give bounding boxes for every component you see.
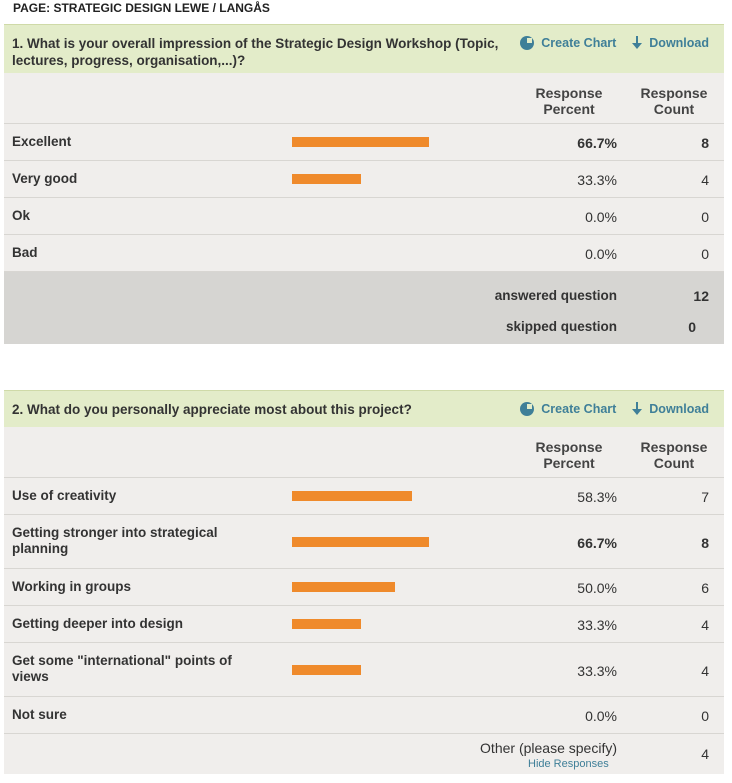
response-count: 7 [701, 489, 709, 505]
column-header-count: Response Count [640, 439, 708, 471]
response-count: 4 [701, 617, 709, 633]
download-arrow-icon[interactable] [631, 36, 642, 50]
response-bar [292, 174, 361, 184]
answer-rows: Use of creativity 58.3% 7 Getting stronger … [4, 478, 724, 734]
table-row: Working in groups 50.0% 6 [4, 569, 724, 606]
download-link[interactable]: Download [649, 401, 709, 416]
response-table: Response Percent Response Count Use of c… [4, 427, 724, 774]
response-bar [292, 582, 395, 592]
table-row: Bad 0.0% 0 [4, 235, 724, 272]
answer-label: Use of creativity [12, 488, 117, 503]
pie-chart-icon[interactable] [519, 35, 534, 50]
answer-label: Bad [12, 245, 38, 260]
skipped-label: skipped question [505, 319, 617, 334]
page-title: PAGE: STRATEGIC DESIGN LEWE / LANGÅS [13, 1, 270, 15]
question-tools: Create Chart Download [519, 401, 709, 416]
response-count: 6 [701, 580, 709, 596]
response-percent: 58.3% [577, 489, 617, 505]
table-row: Excellent 66.7% 8 [4, 124, 724, 161]
skipped-value: 0 [688, 319, 696, 335]
response-count: 0 [701, 246, 709, 262]
answer-label: Getting stronger into strategical planni… [12, 525, 218, 556]
table-row: Getting stronger into strategical planni… [4, 515, 724, 569]
response-bar [292, 537, 429, 547]
column-header-percent: Response Percent [535, 85, 603, 117]
question-1: 1. What is your overall impression of th… [4, 24, 724, 344]
response-percent: 50.0% [577, 580, 617, 596]
response-count: 8 [701, 135, 709, 151]
response-count: 8 [701, 535, 709, 551]
question-2: 2. What do you personally appreciate mos… [4, 390, 724, 774]
table-row: Use of creativity 58.3% 7 [4, 478, 724, 515]
response-count: 4 [701, 172, 709, 188]
answer-label: Getting deeper into design [12, 616, 184, 631]
answered-label: answered question [494, 288, 617, 303]
pie-chart-icon[interactable] [519, 401, 534, 416]
summary: answered question 12 skipped question 0 [4, 272, 724, 344]
table-row: Not sure 0.0% 0 [4, 697, 724, 734]
answer-label: Not sure [12, 707, 67, 722]
answer-label: Ok [12, 208, 31, 223]
download-arrow-icon[interactable] [631, 402, 642, 416]
answer-label: Excellent [12, 134, 72, 149]
table-row: Getting deeper into design 33.3% 4 [4, 606, 724, 643]
response-count: 0 [701, 708, 709, 724]
question-title: 1. What is your overall impression of th… [12, 36, 499, 68]
response-count: 4 [701, 663, 709, 679]
response-percent: 0.0% [585, 246, 617, 262]
response-table: Response Percent Response Count Excellen… [4, 73, 724, 344]
response-bar [292, 619, 361, 629]
response-percent: 66.7% [577, 535, 617, 551]
question-tools: Create Chart Download [519, 35, 709, 50]
column-header-row: Response Percent Response Count [4, 73, 724, 124]
column-header-count: Response Count [640, 85, 708, 117]
response-bar [292, 491, 412, 501]
other-row: Other (please specify) Hide Responses 4 [4, 734, 724, 774]
question-header: 2. What do you personally appreciate mos… [4, 390, 724, 427]
other-label: Other (please specify) [480, 740, 617, 756]
response-percent: 33.3% [577, 172, 617, 188]
answer-rows: Excellent 66.7% 8 Very good 33.3% 4 Ok 0.0% 0 Bad… [4, 124, 724, 272]
other-count: 4 [701, 746, 709, 762]
response-percent: 0.0% [585, 209, 617, 225]
response-percent: 0.0% [585, 708, 617, 724]
answer-label: Get some "international" points of views [12, 653, 232, 684]
answered-value: 12 [693, 288, 709, 304]
download-link[interactable]: Download [649, 35, 709, 50]
answer-label: Very good [12, 171, 78, 186]
response-percent: 66.7% [577, 135, 617, 151]
answer-label: Working in groups [12, 579, 131, 594]
hide-responses-link[interactable]: Hide Responses [528, 758, 609, 770]
question-title: 2. What do you personally appreciate mos… [12, 402, 412, 417]
response-bar [292, 665, 361, 675]
question-header: 1. What is your overall impression of th… [4, 24, 724, 73]
column-header-percent: Response Percent [535, 439, 603, 471]
table-row: Get some "international" points of views… [4, 643, 724, 697]
column-header-row: Response Percent Response Count [4, 427, 724, 478]
response-bar [292, 137, 429, 147]
create-chart-link[interactable]: Create Chart [541, 35, 617, 50]
create-chart-link[interactable]: Create Chart [541, 401, 617, 416]
response-percent: 33.3% [577, 617, 617, 633]
response-count: 0 [701, 209, 709, 225]
table-row: Ok 0.0% 0 [4, 198, 724, 235]
response-percent: 33.3% [577, 663, 617, 679]
table-row: Very good 33.3% 4 [4, 161, 724, 198]
